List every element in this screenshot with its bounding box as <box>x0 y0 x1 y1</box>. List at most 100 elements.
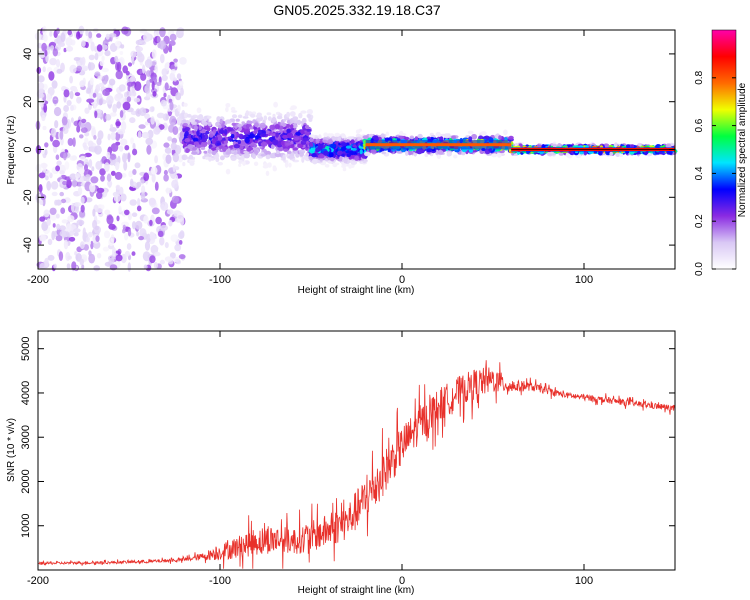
y-tick-label: 4000 <box>20 381 32 405</box>
spectrogram-cell <box>246 148 252 152</box>
spectrogram-cell <box>225 103 231 108</box>
spectrogram-cell <box>340 142 347 147</box>
spectrogram-cell <box>237 139 241 145</box>
spectrogram-cell <box>467 130 474 135</box>
spectrogram-cell <box>272 139 279 146</box>
spectrogram-cell <box>131 251 136 256</box>
spectrogram-cell <box>112 247 116 257</box>
spectrogram-cell <box>225 106 229 113</box>
spectrogram-cell <box>64 161 70 170</box>
spectrogram-cell <box>87 140 94 148</box>
spectrogram-cell <box>80 196 85 204</box>
spectrogram-cell <box>146 79 151 89</box>
spectrogram-cell <box>275 132 279 138</box>
spectrogram-cell <box>305 152 309 157</box>
spectrogram-cell <box>138 236 145 241</box>
spectrogram-cell <box>44 257 49 268</box>
spectrogram-cell <box>137 197 141 207</box>
spectrogram-cell <box>69 90 74 100</box>
spectrogram-cell <box>207 148 211 154</box>
spectrogram-cell <box>299 151 305 157</box>
snr-series-line <box>37 360 676 569</box>
spectrogram-cell <box>41 42 47 52</box>
spectrogram-cell <box>81 56 86 67</box>
spectrogram-cell <box>95 235 100 242</box>
spectrogram-cell <box>146 144 152 155</box>
spectrogram-cell <box>163 174 169 182</box>
spectrogram-cell <box>248 133 255 139</box>
spectrogram-cell <box>120 193 127 202</box>
spectrogram-cell <box>198 125 202 131</box>
spectrogram-cell <box>127 62 133 67</box>
spectrogram-cell <box>163 169 168 176</box>
spectrogram-cell <box>127 228 132 237</box>
spectrogram-cell <box>110 143 119 152</box>
spectrogram-cell <box>497 152 502 158</box>
spectrogram-cell <box>170 234 179 243</box>
spectrogram-cell <box>169 33 177 42</box>
spectrogram-cell <box>106 215 114 225</box>
spectrogram-cell <box>161 68 168 76</box>
spectrogram-cell <box>95 160 103 170</box>
spectrogram-cell <box>68 236 76 242</box>
spectrogram-cell <box>252 153 257 160</box>
spectrogram-cell <box>66 100 72 106</box>
spectrogram-cell <box>80 204 85 213</box>
spectrogram-cell <box>39 216 46 222</box>
spectrogram-cell <box>114 40 121 47</box>
spectrogram-cell <box>76 96 82 104</box>
spectrogram-cell <box>122 229 126 234</box>
spectrogram-cell <box>124 233 129 241</box>
spectrogram-cell <box>297 143 304 149</box>
spectrogram-cell <box>139 107 147 116</box>
spectrogram-cell <box>158 40 167 50</box>
spectrogram-cell <box>182 161 186 167</box>
spectrogram-cell <box>327 139 333 143</box>
spectrogram-cell <box>228 138 233 142</box>
spectrogram-cell <box>237 123 243 128</box>
spectrogram-cell <box>142 64 146 74</box>
spectrogram-cell <box>105 33 110 40</box>
spectrogram-cell <box>115 184 121 190</box>
spectrogram-cell <box>288 155 295 159</box>
spectrogram-cell <box>83 145 89 151</box>
spectrogram-cell <box>288 162 292 168</box>
spectrogram-cell <box>160 53 165 64</box>
spectrogram-cell <box>106 151 111 159</box>
y-tick-label: 5000 <box>20 336 32 360</box>
y-tick-label: -20 <box>22 189 34 205</box>
spectrogram-cell <box>127 262 131 272</box>
spectrogram-cell <box>91 166 95 172</box>
spectrogram-cell <box>37 82 45 90</box>
spectrogram-cell <box>166 61 170 68</box>
spectrogram-cell <box>140 179 145 184</box>
spectrogram-cell <box>565 152 570 157</box>
spectrogram-cell <box>52 223 56 228</box>
spectrogram-cell <box>125 70 130 76</box>
spectrogram-cell <box>250 113 256 118</box>
spectrogram-cell <box>272 113 276 118</box>
spectrogram-cell <box>119 186 124 196</box>
spectrogram-cell <box>196 130 200 137</box>
spectrogram-cell <box>175 92 182 101</box>
spectrogram-cell <box>271 116 277 123</box>
spectrogram-cell <box>63 105 69 112</box>
y-tick-label: 2000 <box>20 469 32 493</box>
colorbar: 0.0 0.2 0.4 0.6 0.8 Normalized spectral ampl… <box>694 29 748 276</box>
spectrogram-cell <box>149 255 156 264</box>
spectrogram-cell <box>260 141 268 147</box>
spectrogram-cell <box>77 186 83 196</box>
spectrogram-cell <box>156 112 165 119</box>
x-tick-label: 0 <box>399 274 405 286</box>
spectrogram-cell <box>414 136 419 141</box>
spectrogram-cell <box>381 151 387 155</box>
spectrogram-cell <box>122 224 126 230</box>
spectrogram-cell <box>158 124 165 130</box>
spectrogram-cell <box>46 93 51 102</box>
spectrogram-cell <box>178 240 183 245</box>
spectrogram-ridge <box>365 143 512 147</box>
spectrogram-cell <box>36 66 42 74</box>
spectrogram-cell <box>160 201 169 211</box>
spectrogram-cell <box>196 107 202 114</box>
spectrogram-cell <box>306 109 313 115</box>
